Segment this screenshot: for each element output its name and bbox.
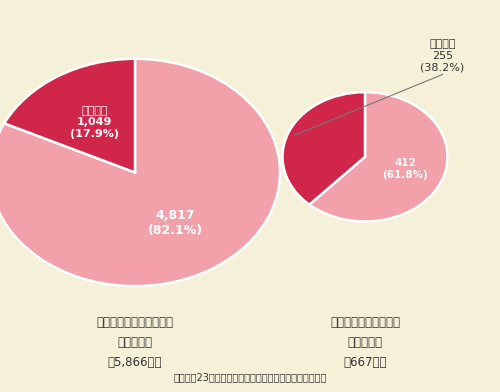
- Wedge shape: [4, 59, 135, 172]
- Text: 市民が電気ショックを
行った場合
（667例）: 市民が電気ショックを 行った場合 （667例）: [330, 316, 400, 368]
- Text: 社会復帰
1,049
(17.9%): 社会復帰 1,049 (17.9%): [70, 106, 120, 139]
- Wedge shape: [282, 92, 365, 205]
- Text: 4,817
(82.1%): 4,817 (82.1%): [148, 209, 203, 236]
- Text: 社会復帰
255
(38.2%): 社会復帰 255 (38.2%): [420, 39, 465, 73]
- Wedge shape: [310, 92, 448, 221]
- Text: （『平成23年版　救急・救助の現況』に基づいて作成）: （『平成23年版 救急・救助の現況』に基づいて作成）: [174, 372, 326, 382]
- Text: 412
(61.8%): 412 (61.8%): [382, 158, 428, 180]
- Text: 救急隊が電気ショックを
行った場合
（5,866例）: 救急隊が電気ショックを 行った場合 （5,866例）: [96, 316, 174, 368]
- Wedge shape: [0, 59, 280, 286]
